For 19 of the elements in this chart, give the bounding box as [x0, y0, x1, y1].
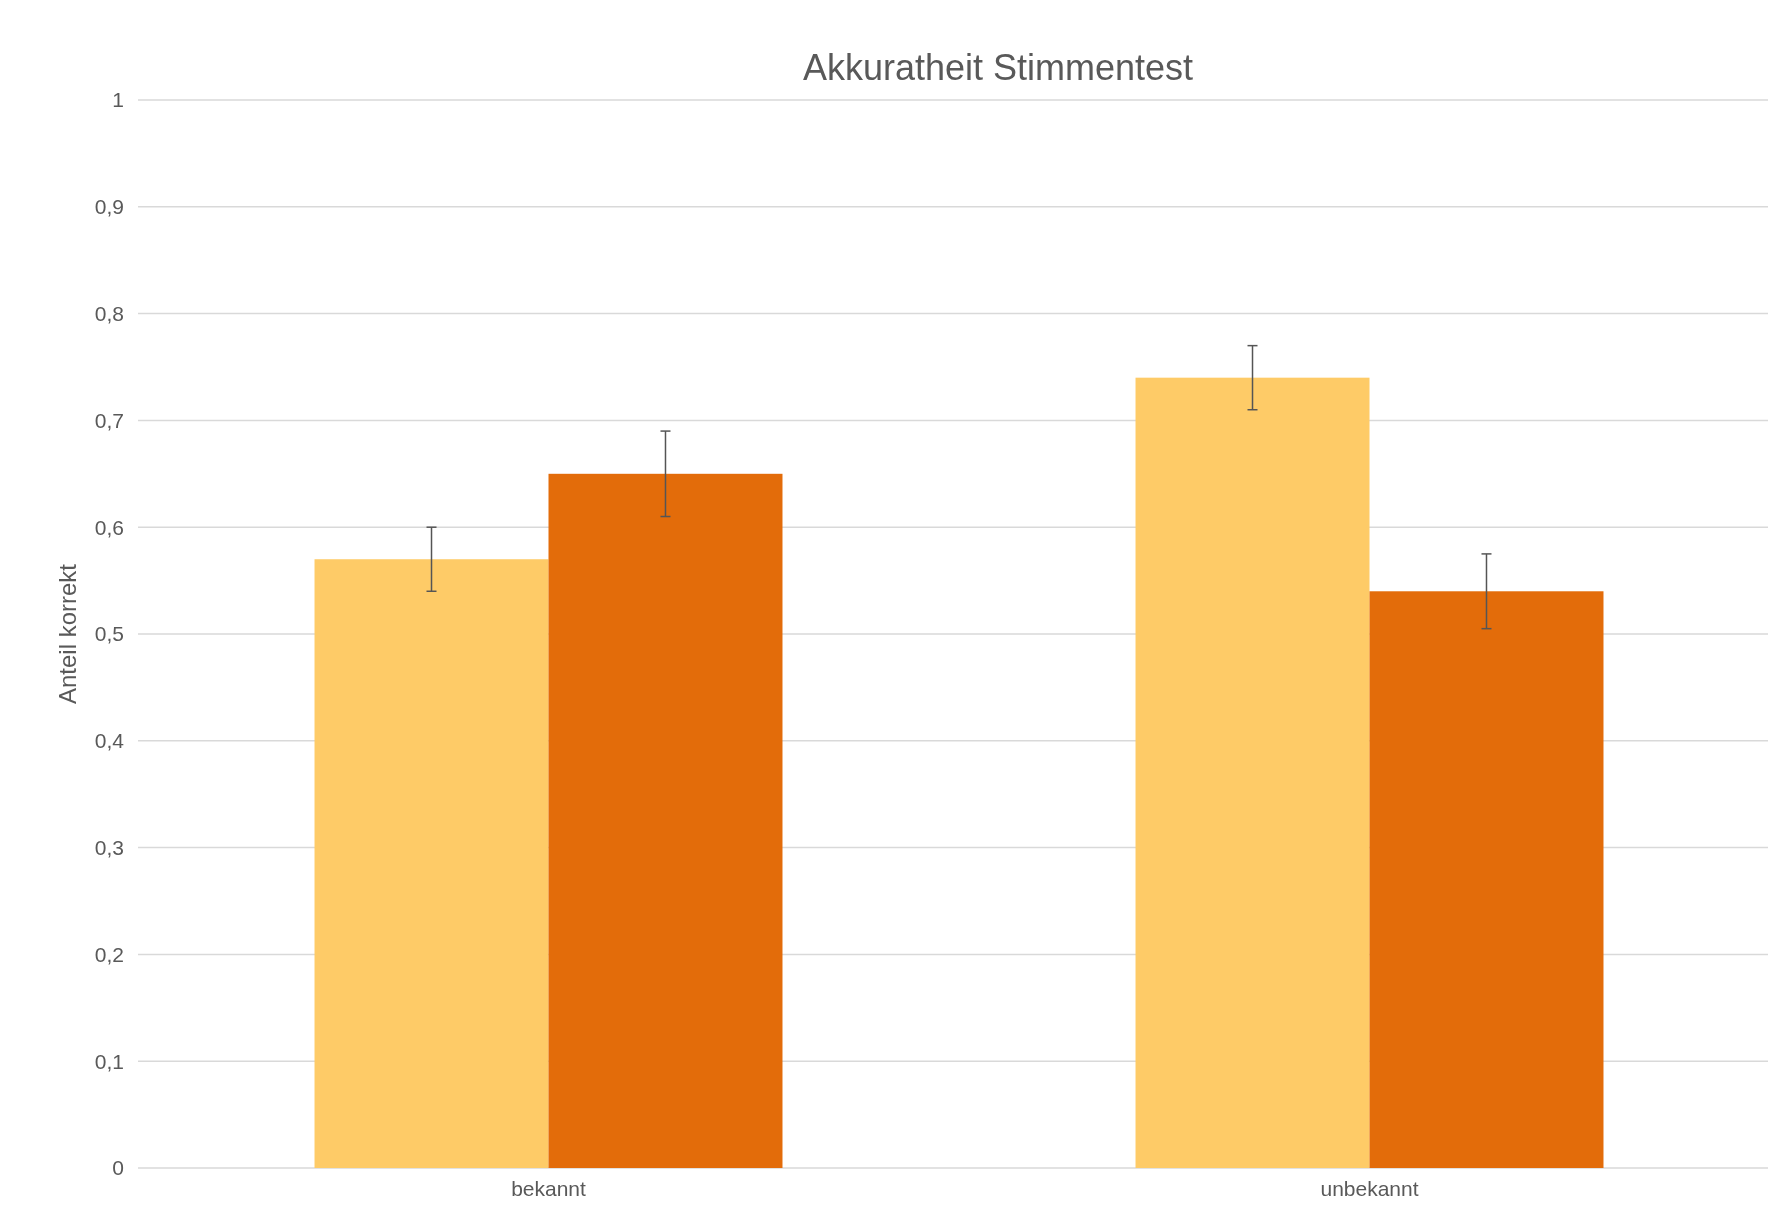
y-tick-label: 0,1: [94, 1049, 124, 1073]
x-tick-label: bekannt: [511, 1177, 587, 1200]
bar: [1369, 591, 1604, 1168]
bar: [314, 559, 549, 1168]
x-tick-label: unbekannt: [1320, 1177, 1419, 1200]
y-tick-label: 1: [112, 88, 124, 112]
y-tick-label: 0,9: [94, 195, 124, 219]
y-tick-label: 0,3: [94, 835, 124, 859]
y-tick-label: 0,8: [94, 301, 124, 325]
y-tick-label: 0,7: [94, 408, 124, 432]
bar: [1135, 377, 1370, 1168]
bar: [548, 473, 783, 1168]
y-tick-label: 0,6: [94, 515, 124, 539]
y-tick-label: 0,4: [94, 729, 125, 753]
y-axis-title: Anteil korrekt: [54, 563, 81, 705]
y-tick-label: 0,2: [94, 942, 124, 966]
y-tick-label: 0,5: [94, 622, 124, 646]
y-tick-label: 0: [112, 1156, 124, 1180]
chart-title: Akkuratheit Stimmentest: [802, 47, 1194, 88]
